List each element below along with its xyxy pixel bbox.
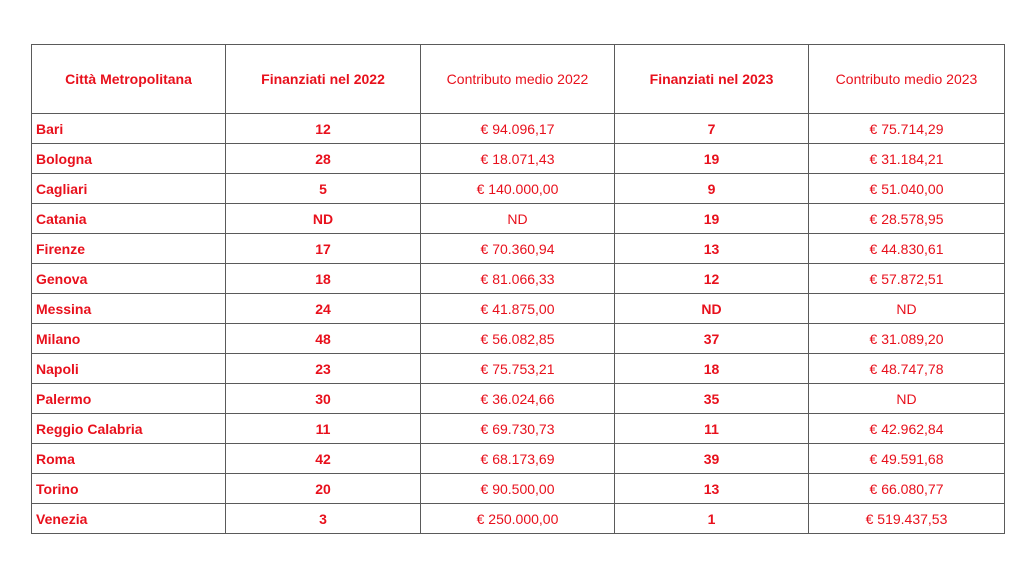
- cell-avg-contribution-2022: € 70.360,94: [420, 233, 615, 264]
- header-row: Città Metropolitana Finanziati nel 2022 …: [31, 44, 1005, 114]
- cell-city: Bari: [31, 113, 226, 144]
- cell-avg-contribution-2023: € 48.747,78: [808, 353, 1005, 384]
- cell-funded-2022: 11: [225, 413, 421, 444]
- cell-avg-contribution-2023: € 75.714,29: [808, 113, 1005, 144]
- header-funded-2023: Finanziati nel 2023: [614, 44, 809, 114]
- cell-city: Milano: [31, 323, 226, 354]
- cell-avg-contribution-2023: € 49.591,68: [808, 443, 1005, 474]
- cell-avg-contribution-2022: € 250.000,00: [420, 503, 615, 534]
- table-row: Cagliari 5 € 140.000,00 9 € 51.040,00: [31, 173, 1005, 204]
- table-row: Firenze 17 € 70.360,94 13 € 44.830,61: [31, 233, 1005, 264]
- cell-avg-contribution-2022: € 140.000,00: [420, 173, 615, 204]
- cell-funded-2023: 13: [614, 473, 809, 504]
- cell-avg-contribution-2022: € 81.066,33: [420, 263, 615, 294]
- table-row: Roma 42 € 68.173,69 39 € 49.591,68: [31, 443, 1005, 474]
- cell-avg-contribution-2023: ND: [808, 293, 1005, 324]
- table-row: Reggio Calabria 11 € 69.730,73 11 € 42.962,8…: [31, 413, 1005, 444]
- cell-funded-2022: 18: [225, 263, 421, 294]
- cell-city: Torino: [31, 473, 226, 504]
- cell-city: Napoli: [31, 353, 226, 384]
- cell-avg-contribution-2022: € 75.753,21: [420, 353, 615, 384]
- cell-avg-contribution-2022: ND: [420, 203, 615, 234]
- table-header: Città Metropolitana Finanziati nel 2022 …: [31, 44, 1005, 114]
- cell-funded-2023: 12: [614, 263, 809, 294]
- cell-funded-2023: 13: [614, 233, 809, 264]
- cell-avg-contribution-2023: € 42.962,84: [808, 413, 1005, 444]
- cell-funded-2022: ND: [225, 203, 421, 234]
- cell-funded-2022: 20: [225, 473, 421, 504]
- cell-funded-2022: 30: [225, 383, 421, 414]
- cell-funded-2023: 19: [614, 203, 809, 234]
- cell-city: Roma: [31, 443, 226, 474]
- cell-funded-2022: 23: [225, 353, 421, 384]
- cell-funded-2022: 12: [225, 113, 421, 144]
- cell-city: Messina: [31, 293, 226, 324]
- table-row: Venezia 3 € 250.000,00 1 € 519.437,53: [31, 503, 1005, 534]
- table-row: Messina 24 € 41.875,00 ND ND: [31, 293, 1005, 324]
- cell-avg-contribution-2023: € 51.040,00: [808, 173, 1005, 204]
- cell-funded-2023: ND: [614, 293, 809, 324]
- header-city: Città Metropolitana: [31, 44, 226, 114]
- table-row: Bologna 28 € 18.071,43 19 € 31.184,21: [31, 143, 1005, 174]
- cell-avg-contribution-2022: € 68.173,69: [420, 443, 615, 474]
- cell-avg-contribution-2022: € 69.730,73: [420, 413, 615, 444]
- cell-avg-contribution-2023: € 31.089,20: [808, 323, 1005, 354]
- cell-city: Catania: [31, 203, 226, 234]
- cell-funded-2023: 11: [614, 413, 809, 444]
- table-row: Milano 48 € 56.082,85 37 € 31.089,20: [31, 323, 1005, 354]
- table-row: Torino 20 € 90.500,00 13 € 66.080,77: [31, 473, 1005, 504]
- cell-funded-2023: 7: [614, 113, 809, 144]
- cell-funded-2022: 24: [225, 293, 421, 324]
- cell-avg-contribution-2023: € 44.830,61: [808, 233, 1005, 264]
- cell-city: Reggio Calabria: [31, 413, 226, 444]
- cell-avg-contribution-2023: € 519.437,53: [808, 503, 1005, 534]
- cell-city: Firenze: [31, 233, 226, 264]
- cell-funded-2022: 28: [225, 143, 421, 174]
- cell-funded-2022: 5: [225, 173, 421, 204]
- cell-funded-2022: 42: [225, 443, 421, 474]
- cell-city: Venezia: [31, 503, 226, 534]
- funding-table: Città Metropolitana Finanziati nel 2022 …: [31, 44, 1005, 534]
- cell-funded-2023: 18: [614, 353, 809, 384]
- cell-avg-contribution-2023: ND: [808, 383, 1005, 414]
- header-avg-contribution-2023: Contributo medio 2023: [808, 44, 1005, 114]
- cell-funded-2023: 37: [614, 323, 809, 354]
- cell-funded-2023: 1: [614, 503, 809, 534]
- cell-city: Genova: [31, 263, 226, 294]
- table-row: Genova 18 € 81.066,33 12 € 57.872,51: [31, 263, 1005, 294]
- cell-funded-2023: 35: [614, 383, 809, 414]
- cell-avg-contribution-2023: € 28.578,95: [808, 203, 1005, 234]
- cell-avg-contribution-2022: € 94.096,17: [420, 113, 615, 144]
- table-row: Napoli 23 € 75.753,21 18 € 48.747,78: [31, 353, 1005, 384]
- table-row: Palermo 30 € 36.024,66 35 ND: [31, 383, 1005, 414]
- cell-avg-contribution-2022: € 18.071,43: [420, 143, 615, 174]
- cell-funded-2023: 19: [614, 143, 809, 174]
- cell-avg-contribution-2022: € 36.024,66: [420, 383, 615, 414]
- cell-avg-contribution-2022: € 90.500,00: [420, 473, 615, 504]
- cell-city: Palermo: [31, 383, 226, 414]
- table-row: Catania ND ND 19 € 28.578,95: [31, 203, 1005, 234]
- cell-city: Bologna: [31, 143, 226, 174]
- cell-avg-contribution-2022: € 56.082,85: [420, 323, 615, 354]
- cell-avg-contribution-2023: € 31.184,21: [808, 143, 1005, 174]
- cell-funded-2023: 39: [614, 443, 809, 474]
- cell-funded-2023: 9: [614, 173, 809, 204]
- cell-funded-2022: 17: [225, 233, 421, 264]
- table-row: Bari 12 € 94.096,17 7 € 75.714,29: [31, 113, 1005, 144]
- table-body: Bari 12 € 94.096,17 7 € 75.714,29 Bologna 28 € …: [31, 113, 1005, 534]
- header-funded-2022: Finanziati nel 2022: [225, 44, 421, 114]
- cell-avg-contribution-2023: € 57.872,51: [808, 263, 1005, 294]
- cell-avg-contribution-2023: € 66.080,77: [808, 473, 1005, 504]
- cell-funded-2022: 3: [225, 503, 421, 534]
- cell-city: Cagliari: [31, 173, 226, 204]
- cell-funded-2022: 48: [225, 323, 421, 354]
- cell-avg-contribution-2022: € 41.875,00: [420, 293, 615, 324]
- header-avg-contribution-2022: Contributo medio 2022: [420, 44, 615, 114]
